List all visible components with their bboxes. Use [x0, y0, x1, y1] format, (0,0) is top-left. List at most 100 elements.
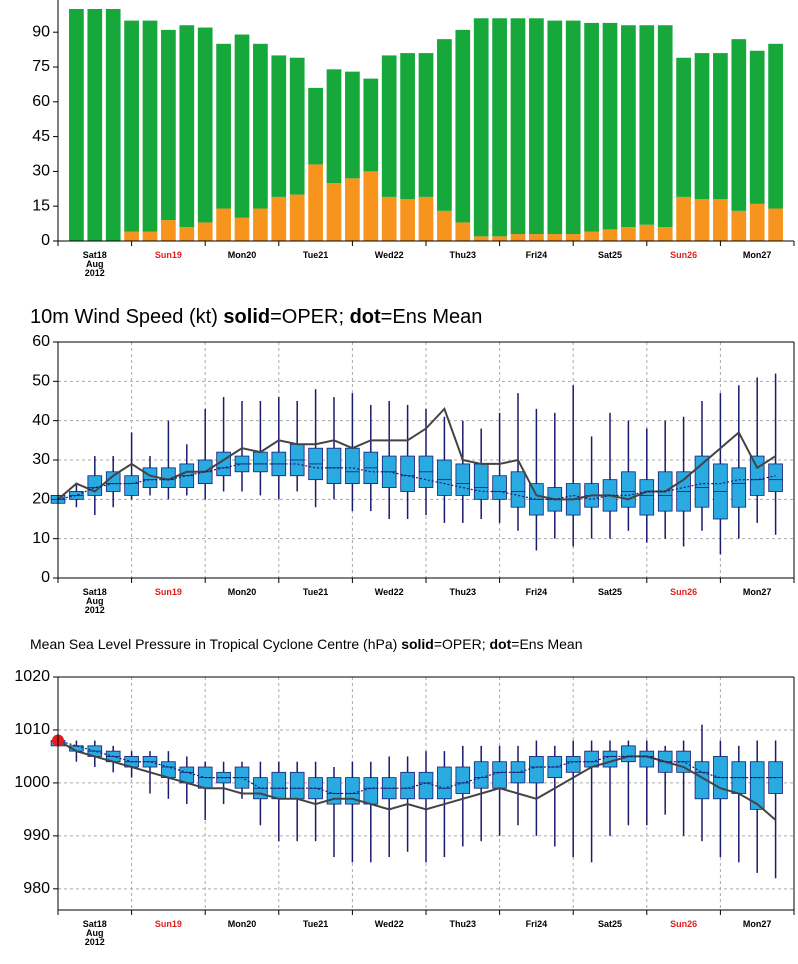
bar	[289, 194, 305, 241]
x-tick-label: Tue21	[302, 587, 329, 597]
box	[345, 447, 360, 485]
bar	[565, 20, 581, 235]
bar	[308, 87, 323, 165]
bar	[437, 39, 452, 211]
bar	[473, 236, 489, 241]
x-tick-label: Sat18 Aug 2012	[82, 250, 107, 278]
x-tick-label: Wed22	[374, 250, 404, 260]
box	[289, 771, 305, 800]
bar	[657, 227, 673, 241]
bar	[584, 22, 599, 232]
bar	[400, 199, 415, 241]
title-part: dot	[350, 306, 381, 328]
bar	[363, 171, 379, 241]
box	[492, 761, 507, 789]
bar	[124, 231, 139, 241]
box	[749, 761, 765, 810]
box	[455, 463, 471, 496]
x-tick-label: Sat18 Aug 2012	[82, 587, 107, 615]
x-tick-label: Fri24	[525, 919, 548, 929]
x-tick-label: Sun26	[670, 250, 698, 260]
title-part: =OPER;	[270, 306, 349, 328]
oper-line	[57, 406, 777, 501]
bar	[142, 20, 158, 232]
y-tick-label: 40	[32, 412, 50, 429]
x-tick-label: Mon20	[227, 919, 257, 929]
x-tick-label: Fri24	[525, 587, 548, 597]
box	[455, 766, 471, 794]
bar	[216, 43, 231, 209]
y-tick-label: 20	[32, 491, 50, 508]
box	[694, 455, 710, 508]
x-tick-label: Sun19	[154, 919, 182, 929]
bar	[418, 196, 434, 241]
y-tick-label: 15	[32, 197, 50, 214]
x-tick-label: Sun26	[670, 587, 698, 597]
x-tick-label: Tue21	[302, 250, 329, 260]
bar	[547, 234, 563, 241]
bar	[400, 53, 415, 200]
bar	[381, 55, 397, 197]
chart-title: 10m Wind Speed (kt) solid=OPER; dot=Ens …	[30, 306, 482, 328]
box	[621, 745, 636, 763]
y-tick-label: 0	[41, 232, 50, 249]
title-part: dot	[490, 636, 512, 652]
bar	[584, 231, 599, 241]
bar	[345, 178, 360, 241]
bar	[602, 229, 618, 241]
bar	[510, 234, 526, 241]
y-tick-label: 60	[32, 333, 50, 350]
bar	[694, 199, 710, 241]
bar	[621, 227, 636, 241]
bar	[565, 234, 581, 241]
box	[400, 771, 415, 800]
bar	[326, 69, 342, 183]
y-tick-label: 50	[32, 373, 50, 390]
bar	[234, 34, 250, 218]
y-tick-label: 90	[32, 23, 50, 40]
title-part: solid	[223, 306, 270, 328]
y-tick-label: 1000	[14, 774, 50, 791]
bar	[271, 196, 287, 241]
y-tick-label: 980	[23, 880, 50, 897]
ens-mean-line	[57, 463, 776, 500]
box	[437, 459, 452, 496]
bar	[455, 222, 471, 241]
bar	[492, 18, 507, 237]
bar	[510, 18, 526, 235]
box	[731, 467, 747, 508]
bar	[179, 227, 195, 241]
chart-title: Mean Sea Level Pressure in Tropical Cycl…	[30, 636, 582, 652]
box	[768, 463, 783, 492]
bar	[253, 43, 268, 209]
bar	[731, 210, 747, 241]
bar	[639, 25, 655, 225]
bar	[492, 236, 507, 241]
box	[345, 777, 360, 805]
bar	[179, 25, 195, 228]
bar	[639, 224, 655, 241]
bar	[529, 234, 544, 241]
x-tick-label: Mon27	[742, 250, 772, 260]
x-tick-label: Tue21	[302, 919, 329, 929]
x-tick-label: Sat25	[597, 587, 623, 597]
box	[271, 771, 287, 800]
title-part: Mean Sea Level Pressure in Tropical Cycl…	[30, 636, 401, 652]
bar	[694, 53, 710, 200]
bar	[234, 217, 250, 241]
bar	[326, 183, 342, 241]
y-tick-label: 60	[32, 93, 50, 110]
box	[639, 479, 655, 516]
bar	[105, 9, 121, 241]
x-tick-label: Mon20	[227, 587, 257, 597]
bar	[161, 29, 176, 221]
bar	[437, 210, 452, 241]
box	[400, 455, 415, 492]
bar	[345, 71, 360, 179]
x-tick-label: Wed22	[374, 587, 404, 597]
bar	[676, 57, 691, 197]
bar	[87, 9, 103, 241]
bar	[161, 220, 176, 241]
bar	[529, 18, 544, 235]
box	[363, 777, 379, 805]
